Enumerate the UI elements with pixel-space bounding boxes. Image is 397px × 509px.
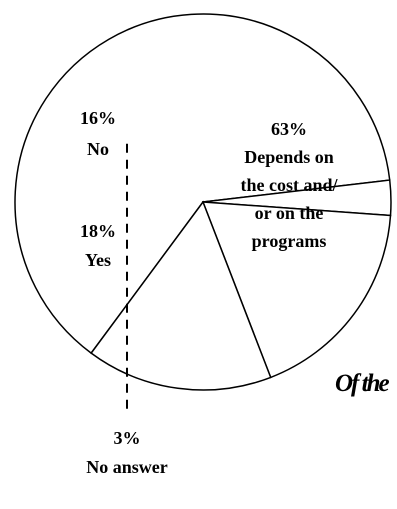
partial-caption-text: Of the xyxy=(335,370,390,397)
pie-slice-0 xyxy=(14,13,391,355)
pie-slice-2 xyxy=(201,201,392,379)
pie-slice-3 xyxy=(90,200,272,391)
slice-label-3: 16% No xyxy=(80,108,116,159)
slice-label-0: 63% Depends on the cost and/or on the progr… xyxy=(240,119,338,251)
slice-label-1: 3% No answer xyxy=(86,428,168,477)
slice-label-2: 18% Yes xyxy=(80,221,116,270)
